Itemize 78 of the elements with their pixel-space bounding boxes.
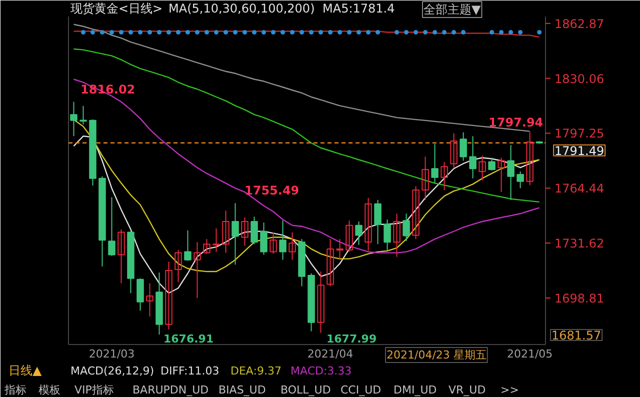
candlestick bbox=[469, 136, 476, 179]
candlestick bbox=[232, 202, 239, 266]
candlestick bbox=[317, 271, 324, 334]
candlestick bbox=[174, 249, 182, 283]
candlestick bbox=[440, 162, 448, 191]
text: MA(5,10,30,60,100,200) bbox=[168, 2, 315, 16]
annotation: 1676.91 bbox=[164, 332, 214, 346]
candlestick bbox=[431, 144, 438, 184]
candlestick bbox=[165, 261, 172, 330]
y-tick-label: 1698.81 bbox=[554, 291, 604, 306]
candlestick bbox=[374, 199, 382, 245]
y-tick-label: 1862.87 bbox=[554, 16, 604, 31]
annotation: 1797.94 bbox=[488, 116, 544, 130]
candlestick bbox=[412, 186, 420, 240]
candlestick bbox=[450, 132, 458, 168]
text: DIFF:11.03 bbox=[160, 364, 220, 378]
candlestick bbox=[346, 220, 353, 252]
candlestick bbox=[146, 282, 154, 318]
text: DEA:9.37 bbox=[230, 364, 282, 378]
text: VIP指标 bbox=[74, 384, 114, 396]
annotation: 1755.49 bbox=[244, 184, 300, 198]
candlestick bbox=[402, 213, 410, 242]
text: 2021/04/23 星期五 bbox=[386, 348, 486, 362]
y-tick-label: 1764.44 bbox=[554, 182, 604, 196]
candlestick bbox=[288, 232, 296, 260]
candlestick bbox=[260, 222, 268, 256]
candlestick bbox=[108, 196, 116, 256]
candlestick bbox=[393, 213, 400, 258]
candlestick bbox=[241, 216, 248, 246]
line-series bbox=[73, 136, 540, 294]
candlestick bbox=[478, 155, 486, 181]
text: BARUPDN_UD bbox=[132, 384, 209, 396]
candlestick bbox=[118, 228, 125, 284]
candlestick bbox=[498, 157, 505, 193]
candlestick bbox=[422, 156, 429, 200]
candlestick bbox=[222, 210, 230, 254]
text: DMI_UD bbox=[394, 384, 437, 396]
text: BOLL_UD bbox=[280, 384, 331, 396]
text: 指标 bbox=[4, 384, 26, 396]
candlestick bbox=[212, 228, 220, 252]
text: MACD(26,12,9) bbox=[70, 364, 154, 378]
text: BIAS_UD bbox=[218, 384, 266, 396]
candlestick bbox=[194, 242, 201, 298]
text: 1681.57 bbox=[552, 328, 602, 342]
candlestick bbox=[184, 230, 192, 262]
candlestick bbox=[336, 238, 344, 260]
candlestick bbox=[250, 216, 258, 245]
candlestick bbox=[136, 278, 144, 312]
candlestick bbox=[279, 220, 286, 260]
text: VR_UD bbox=[448, 384, 486, 396]
ref-line-label: 1791.49 bbox=[554, 144, 604, 158]
x-tick-label: 2021/03 bbox=[88, 348, 135, 360]
y-tick-label: 1797.25 bbox=[554, 126, 604, 141]
candlestick bbox=[516, 170, 524, 189]
text: MACD:3.33 bbox=[290, 364, 352, 378]
text: 全部主题▼ bbox=[424, 2, 482, 16]
chart-title: 现货黄金<日线> bbox=[70, 2, 163, 16]
candlestick bbox=[460, 132, 467, 162]
candlestick bbox=[384, 218, 391, 252]
candlestick bbox=[203, 238, 210, 254]
y-tick-label: 1731.62 bbox=[554, 236, 604, 251]
text: CCI_UD bbox=[340, 384, 382, 396]
candlestick bbox=[526, 132, 534, 186]
x-tick-label: 2021/05 bbox=[506, 348, 553, 360]
annotation: 1677.99 bbox=[326, 332, 377, 346]
x-tick-label: 2021/04 bbox=[307, 348, 354, 360]
text: 模板 bbox=[38, 384, 60, 396]
candlestick bbox=[364, 197, 372, 252]
candlestick bbox=[507, 144, 514, 200]
text: >> bbox=[500, 384, 519, 396]
candlestick bbox=[488, 157, 496, 171]
y-tick-label: 1830.06 bbox=[554, 72, 604, 86]
candlestick bbox=[326, 238, 334, 287]
candlestick bbox=[355, 221, 362, 246]
text: 日线▲ bbox=[8, 364, 42, 378]
candlestick bbox=[270, 232, 277, 254]
text: MA5:1781.4 bbox=[322, 2, 395, 16]
candlestick bbox=[70, 101, 78, 137]
